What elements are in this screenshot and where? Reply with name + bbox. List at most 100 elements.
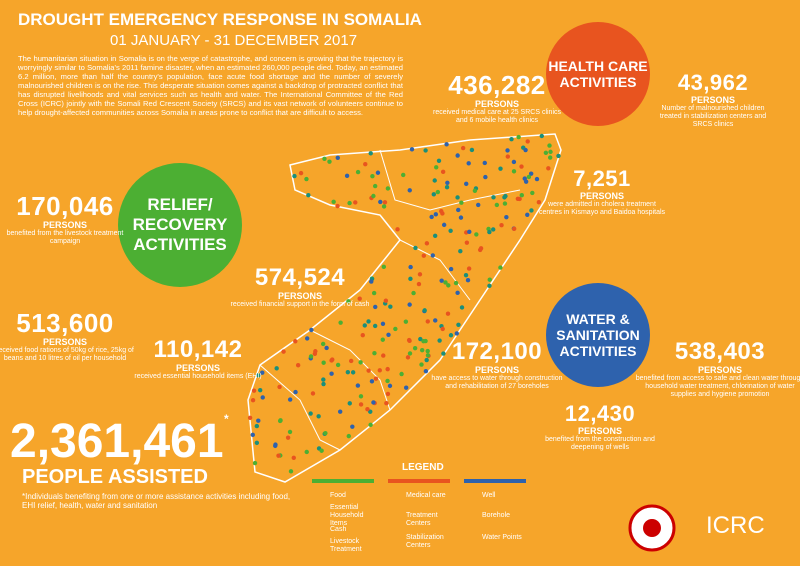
map-dot: [456, 322, 461, 328]
map-dot: [530, 190, 535, 196]
map-dot: [445, 311, 451, 316]
legend-item: Livestock Treatment: [330, 538, 362, 553]
map-dot: [338, 320, 343, 325]
map-dot: [247, 415, 253, 420]
map-dot: [445, 180, 450, 185]
map-dot: [378, 199, 383, 205]
map-dot: [369, 279, 374, 284]
map-dot: [505, 154, 511, 159]
map-dot: [256, 373, 261, 378]
map-dot: [422, 308, 427, 313]
map-dot: [423, 338, 428, 344]
map-dot: [491, 195, 496, 200]
stat-number: 574,524: [254, 264, 346, 291]
map-dot: [319, 448, 324, 453]
map-dot: [291, 455, 296, 460]
map-dot: [353, 200, 358, 205]
stat-desc: Number of malnourished children treated …: [659, 105, 767, 128]
map-dot: [372, 323, 378, 329]
map-dot: [308, 354, 314, 359]
map-dot: [366, 368, 371, 373]
map-dot: [528, 171, 534, 176]
map-dot: [511, 169, 517, 174]
map-dot: [256, 418, 261, 423]
map-dot: [519, 164, 524, 169]
map-dot: [505, 148, 510, 153]
legend-item: Borehole: [482, 512, 511, 519]
map-dot: [344, 173, 350, 179]
map-dot: [287, 397, 293, 402]
map-dot: [387, 383, 393, 389]
map-dot: [444, 142, 449, 147]
map-dot: [288, 469, 294, 474]
map-dot: [498, 166, 503, 171]
map-dot: [407, 302, 412, 307]
map-dot: [385, 391, 391, 397]
stat-unit: PERSONS: [42, 337, 87, 347]
map-dot: [464, 181, 469, 187]
stat-unit: PERSONS: [474, 365, 519, 375]
map-dot: [382, 200, 388, 205]
stat-unit: PERSONS: [175, 363, 220, 373]
map-dot: [424, 241, 430, 246]
map-dot: [329, 358, 334, 363]
stat-number: 110,142: [153, 336, 243, 363]
map-dot: [466, 266, 472, 271]
map-dot: [368, 409, 373, 414]
map-dot: [534, 176, 540, 182]
map-dot: [511, 226, 517, 232]
map-dot: [329, 371, 334, 376]
stat-number: 43,962: [677, 70, 749, 95]
map-dot: [511, 159, 517, 165]
map-dot: [425, 319, 430, 324]
map-dot: [362, 323, 367, 328]
map-dot: [441, 351, 446, 356]
map-dot: [327, 159, 332, 164]
footnote: *Individuals benefiting from one or more…: [22, 492, 291, 510]
legend-item: Food: [330, 492, 346, 499]
map-dot: [321, 360, 326, 365]
health-circle: HEALTH CARE ACTIVITIES: [546, 22, 650, 126]
map-dot: [335, 203, 340, 209]
map-dot: [424, 357, 429, 363]
map-dot: [523, 147, 528, 153]
map-dot: [388, 304, 393, 309]
map-dot: [482, 160, 487, 166]
map-dot: [293, 389, 298, 395]
map-dot: [444, 185, 450, 190]
region-border: [259, 364, 341, 451]
map-dot: [371, 193, 376, 199]
map-dot: [405, 355, 411, 360]
map-dot: [360, 332, 365, 338]
map-dot: [368, 422, 373, 427]
map-dot: [431, 192, 437, 197]
relief-circle: RELIEF/ RECOVERY ACTIVITIES: [118, 163, 242, 287]
map-dot: [348, 358, 354, 364]
map-dot: [434, 165, 439, 170]
map-dot: [543, 150, 549, 155]
map-dot: [504, 214, 509, 220]
stat-desc: benefited from access to safe and clean …: [635, 375, 800, 398]
map-dot: [499, 222, 504, 228]
map-dot: [377, 368, 382, 373]
stat-desc: have access to water through constructio…: [431, 375, 563, 390]
icrc-logo-inner: [643, 519, 661, 537]
org-name: ICRC: [706, 512, 765, 539]
map-dot: [523, 179, 529, 184]
map-dot: [331, 199, 336, 204]
map-dot: [363, 161, 368, 167]
map-dot: [250, 398, 256, 403]
map-dot: [277, 418, 283, 424]
region-border: [309, 329, 391, 411]
map-dot: [323, 430, 328, 436]
map-dot: [321, 381, 326, 387]
map-dot: [254, 423, 260, 429]
map-dot: [347, 200, 352, 206]
map-dot: [483, 174, 488, 180]
legend-item: Stabilization Centers: [406, 534, 444, 549]
map-dot: [536, 200, 542, 205]
map-dot: [358, 394, 364, 399]
stat-number: 513,600: [16, 308, 114, 338]
map-dot: [357, 296, 362, 301]
